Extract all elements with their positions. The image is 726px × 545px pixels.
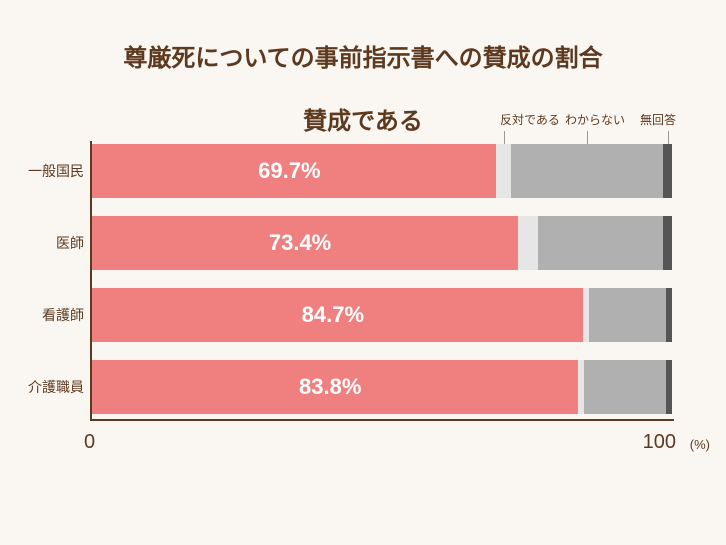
row-label: 医師 xyxy=(14,233,84,253)
chart-title: 尊厳死についての事前指示書への賛成の割合 xyxy=(0,0,726,73)
axis-max-label: 100 xyxy=(643,431,676,454)
segment-unknown xyxy=(538,216,663,270)
segment-unknown xyxy=(589,288,666,342)
bar-row: 介護職員83.8% xyxy=(92,357,672,417)
segment-oppose xyxy=(518,216,538,270)
bar-value-label: 69.7% xyxy=(258,158,320,184)
legend-noanswer: 無回答 xyxy=(640,111,676,128)
legend-oppose: 反対である xyxy=(500,111,560,128)
bar-track: 84.7% xyxy=(92,288,672,342)
segment-noanswer xyxy=(666,360,672,414)
bar-track: 83.8% xyxy=(92,360,672,414)
legend-row: 賛成である 反対である わからない 無回答 xyxy=(0,101,726,135)
segment-noanswer xyxy=(663,216,672,270)
bar-row: 看護師84.7% xyxy=(92,285,672,345)
row-label: 介護職員 xyxy=(14,377,84,397)
axis-unit-label: (%) xyxy=(690,437,710,452)
axis-zero-label: 0 xyxy=(84,431,95,454)
segment-noanswer xyxy=(663,144,672,198)
row-label: 一般国民 xyxy=(14,161,84,181)
bar-value-label: 84.7% xyxy=(302,302,364,328)
bar-value-label: 83.8% xyxy=(299,374,361,400)
x-axis-line xyxy=(90,419,674,421)
bar-track: 73.4% xyxy=(92,216,672,270)
bar-track: 69.7% xyxy=(92,144,672,198)
y-axis-line xyxy=(90,141,92,419)
legend-unknown: わからない xyxy=(565,111,625,128)
segment-oppose xyxy=(496,144,511,198)
bar-value-label: 73.4% xyxy=(269,230,331,256)
segment-unknown xyxy=(584,360,666,414)
segment-noanswer xyxy=(666,288,672,342)
bar-row: 医師73.4% xyxy=(92,213,672,273)
chart-plot-area: 一般国民69.7% 医師73.4% 看護師84.7% 介護職員83.8% xyxy=(92,141,672,417)
row-label: 看護師 xyxy=(14,305,84,325)
bar-row: 一般国民69.7% xyxy=(92,141,672,201)
segment-unknown xyxy=(511,144,664,198)
